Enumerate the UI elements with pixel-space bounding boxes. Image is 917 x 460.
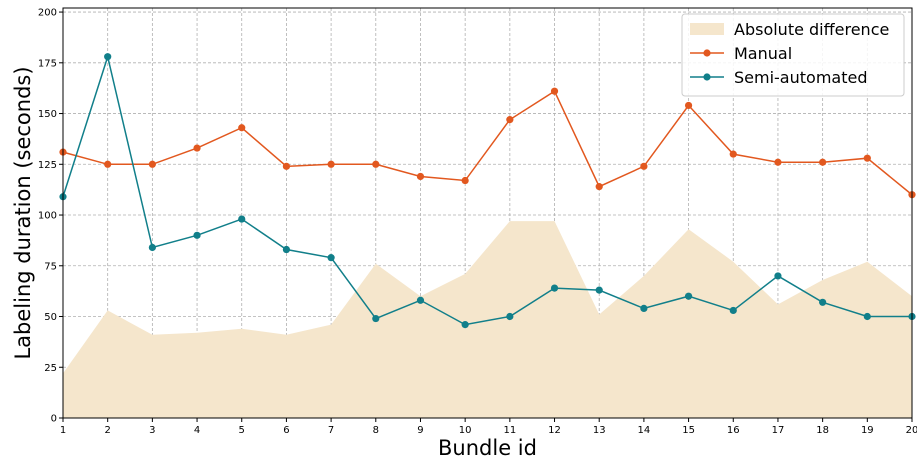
y-tick-label: 75 bbox=[44, 261, 57, 272]
legend-label-manual: Manual bbox=[734, 44, 792, 63]
x-tick-label: 5 bbox=[239, 425, 245, 436]
manual-point bbox=[684, 101, 693, 110]
manual-point bbox=[416, 172, 425, 181]
x-tick-label: 7 bbox=[328, 425, 334, 436]
x-tick-label: 13 bbox=[593, 425, 606, 436]
x-tick-label: 18 bbox=[816, 425, 829, 436]
manual-point bbox=[550, 87, 559, 95]
semi-automated-point bbox=[595, 286, 603, 294]
semi-automated-point bbox=[774, 272, 782, 280]
x-tick-label: 6 bbox=[283, 425, 289, 436]
legend-marker-semi-automated bbox=[703, 73, 711, 81]
semi-automated-point bbox=[416, 296, 425, 304]
x-axis-title: Bundle id bbox=[438, 436, 537, 460]
y-tick-label: 200 bbox=[38, 8, 57, 19]
manual-point bbox=[282, 162, 291, 170]
plot-frame bbox=[62, 7, 913, 419]
manual-point bbox=[327, 160, 335, 168]
area-series-layer bbox=[63, 221, 912, 418]
x-tick-label: 10 bbox=[459, 425, 472, 436]
legend-label-absolute-difference: Absolute difference bbox=[734, 20, 889, 39]
semi-automated-point bbox=[193, 231, 201, 239]
line-series-layer bbox=[59, 53, 916, 329]
semi-automated-point bbox=[148, 243, 156, 252]
semi-automated-point bbox=[506, 312, 514, 321]
legend-box bbox=[681, 13, 905, 97]
semi-automated-point bbox=[104, 53, 112, 61]
semi-automated-point bbox=[372, 314, 380, 323]
x-tick-label: 4 bbox=[194, 425, 200, 436]
manual-point bbox=[506, 116, 514, 124]
manual-point bbox=[729, 150, 737, 158]
manual-point bbox=[238, 124, 246, 132]
x-tick-label: 3 bbox=[149, 425, 155, 436]
y-tick-label: 100 bbox=[38, 211, 57, 222]
x-tick-label: 17 bbox=[772, 425, 785, 436]
y-tick-label: 125 bbox=[38, 160, 57, 171]
x-tick-label: 14 bbox=[638, 425, 651, 436]
legend-swatch-absolute-difference bbox=[690, 23, 724, 35]
x-tick-label: 1 bbox=[60, 425, 66, 436]
manual-point bbox=[372, 160, 380, 168]
legend: Absolute difference Manual Semi-automated bbox=[681, 13, 905, 97]
semi-automated-point bbox=[863, 312, 871, 321]
semi-automated-point bbox=[819, 298, 827, 306]
y-tick-label: 150 bbox=[38, 109, 57, 120]
y-tick-label: 50 bbox=[44, 312, 57, 323]
manual-point bbox=[774, 158, 782, 166]
manual-point bbox=[640, 162, 648, 170]
manual-point bbox=[595, 183, 603, 191]
semi-automated-line bbox=[62, 53, 912, 326]
x-tick-label: 19 bbox=[861, 425, 874, 436]
semi-automated-point bbox=[550, 284, 559, 292]
manual-point bbox=[461, 176, 469, 185]
x-tick-label: 20 bbox=[906, 425, 917, 436]
manual-point bbox=[193, 144, 201, 152]
semi-automated-point bbox=[282, 245, 291, 254]
legend-label-semi-automated: Semi-automated bbox=[734, 68, 867, 87]
x-tick-label: 2 bbox=[104, 425, 110, 436]
y-tick-label: 25 bbox=[44, 363, 57, 374]
legend-marker-manual bbox=[703, 49, 711, 57]
x-tick-label: 9 bbox=[417, 425, 423, 436]
semi-automated-point bbox=[461, 321, 469, 329]
absolute-difference-area bbox=[63, 221, 912, 418]
x-tick-label: 16 bbox=[727, 425, 740, 436]
semi-automated-point bbox=[729, 306, 737, 315]
semi-automated-point bbox=[327, 254, 335, 262]
manual-point bbox=[863, 154, 871, 162]
x-tick-label: 12 bbox=[548, 425, 561, 436]
semi-automated-point bbox=[238, 215, 246, 223]
manual-line bbox=[62, 90, 913, 196]
x-tick-label: 8 bbox=[373, 425, 379, 436]
manual-point bbox=[148, 160, 156, 168]
semi-automated-point bbox=[640, 304, 648, 312]
manual-point bbox=[104, 160, 112, 168]
manual-point bbox=[819, 158, 827, 166]
semi-automated-point bbox=[684, 292, 693, 300]
x-tick-label: 15 bbox=[682, 425, 695, 436]
axis-ticks: 1 2 3 4 5 6 7 8 9 10 11 12 13 14 15 16 17 18 19 20025507510… bbox=[38, 8, 917, 436]
y-tick-label: 175 bbox=[38, 58, 57, 69]
y-tick-label: 0 bbox=[51, 414, 57, 425]
y-axis-title: Labeling duration (seconds) bbox=[11, 66, 35, 359]
x-tick-label: 11 bbox=[503, 425, 516, 436]
